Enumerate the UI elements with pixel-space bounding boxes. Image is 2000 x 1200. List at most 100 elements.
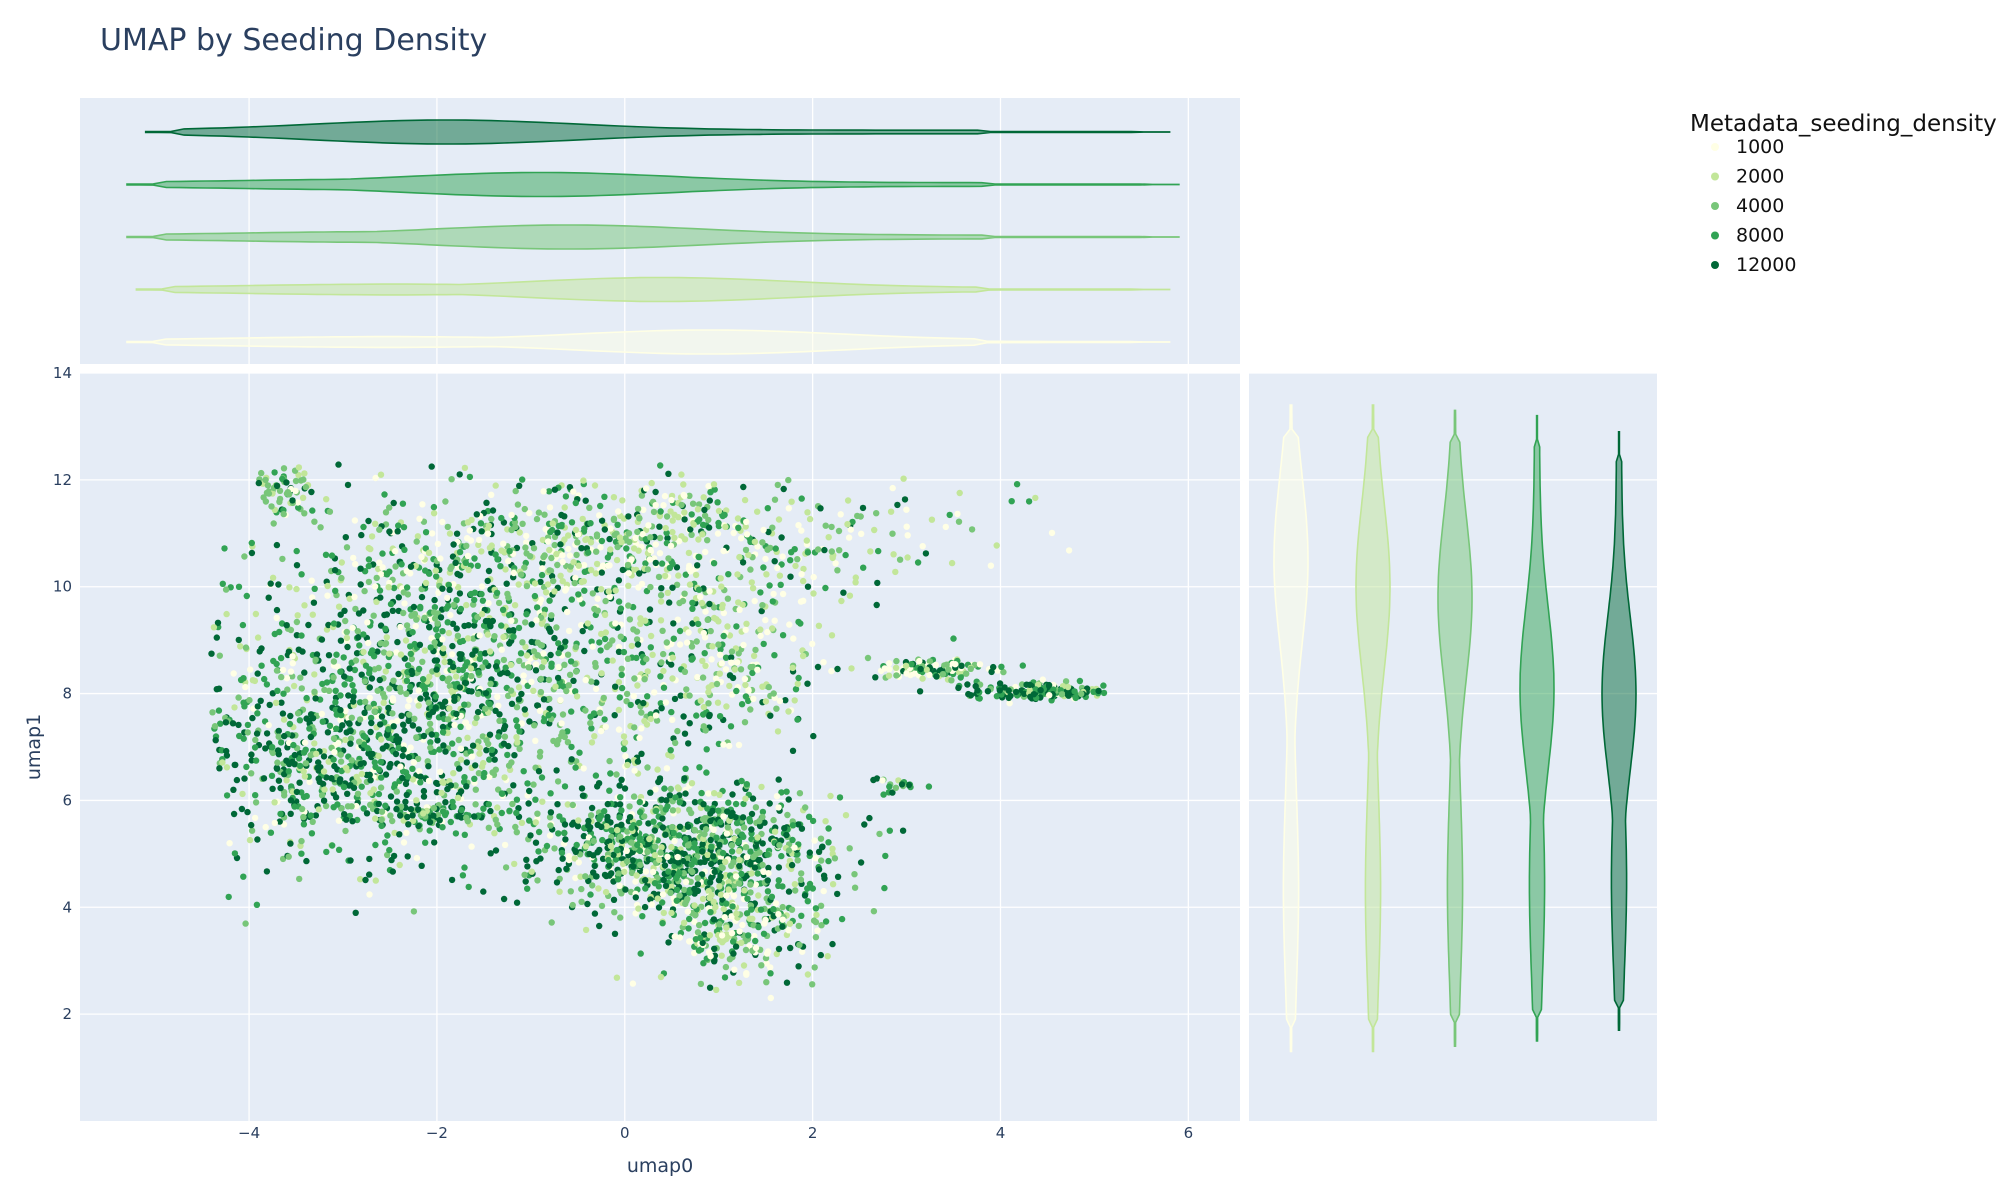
scatter-point [427, 644, 434, 651]
scatter-point [728, 659, 735, 666]
scatter-point [757, 632, 764, 640]
scatter-point [706, 497, 713, 504]
scatter-point [798, 912, 805, 919]
scatter-point [446, 705, 453, 712]
scatter-point [235, 721, 242, 729]
scatter-point [426, 623, 433, 631]
scatter-point [708, 656, 715, 663]
scatter-point [671, 933, 678, 940]
scatter-point [486, 544, 494, 552]
scatter-point [408, 655, 415, 663]
scatter-point [479, 597, 487, 604]
scatter-point [1058, 691, 1066, 698]
scatter-point [736, 856, 743, 864]
scatter-point [594, 595, 601, 602]
scatter-point [699, 816, 707, 823]
scatter-point [663, 639, 670, 646]
scatter-point [382, 668, 389, 675]
scatter-point [513, 704, 521, 711]
scatter-point [337, 706, 344, 714]
scatter-point [671, 837, 678, 845]
chart-title: UMAP by Seeding Density [100, 23, 487, 58]
scatter-point [558, 732, 565, 739]
scatter-point [716, 841, 723, 849]
scatter-point [638, 750, 645, 757]
scatter-point [661, 785, 668, 792]
scatter-point [541, 606, 549, 613]
scatter-point [320, 753, 328, 760]
scatter-point [248, 827, 256, 834]
scatter-point [269, 785, 276, 792]
scatter-point [320, 797, 328, 804]
scatter-point [413, 854, 421, 862]
scatter-point [625, 602, 632, 609]
scatter-point [290, 682, 298, 690]
scatter-point [268, 503, 275, 510]
scatter-point [501, 733, 509, 740]
y-tick-label: 6 [62, 791, 72, 809]
scatter-point [725, 571, 732, 578]
scatter-point [564, 739, 572, 746]
scatter-point [489, 507, 497, 514]
scatter-point [537, 675, 545, 683]
scatter-point [366, 666, 373, 673]
scatter-point [710, 853, 717, 860]
scatter-point [334, 801, 341, 808]
y-marginal-violins [1273, 404, 1637, 1053]
scatter-point [778, 852, 785, 860]
scatter-point [669, 807, 677, 814]
scatter-point [528, 638, 535, 646]
scatter-point [338, 574, 345, 582]
scatter-point [573, 551, 580, 559]
scatter-point [736, 553, 743, 561]
scatter-point [561, 783, 569, 790]
scatter-point [570, 677, 577, 684]
scatter-point [701, 506, 708, 514]
scatter-point [539, 565, 546, 572]
scatter-point [694, 881, 702, 888]
scatter-point [370, 653, 378, 660]
scatter-point [401, 600, 408, 607]
scatter-point [420, 810, 427, 817]
scatter-point [706, 984, 714, 991]
scatter-point [448, 476, 455, 483]
scatter-point [675, 514, 682, 521]
scatter-point [615, 678, 623, 686]
scatter-point [347, 782, 354, 789]
scatter-point [778, 534, 785, 541]
scatter-point [634, 841, 641, 849]
scatter-point [731, 966, 738, 973]
scatter-point [581, 587, 588, 594]
scatter-point [796, 941, 803, 949]
scatter-point [574, 823, 582, 830]
scatter-point [393, 736, 400, 744]
scatter-point [743, 970, 750, 977]
scatter-point [593, 533, 601, 540]
scatter-point [691, 902, 698, 909]
scatter-point [559, 855, 566, 862]
scatter-point [684, 842, 692, 849]
scatter-point [555, 830, 562, 837]
scatter-point [768, 893, 776, 900]
scatter-point [669, 584, 676, 591]
scatter-point [683, 686, 690, 693]
scatter-point [730, 529, 737, 537]
scatter-point [466, 473, 474, 481]
scatter-point [619, 566, 626, 574]
scatter-point [241, 775, 248, 782]
scatter-point [298, 837, 305, 845]
scatter-point [568, 756, 575, 763]
scatter-point [655, 904, 663, 911]
scatter-point [454, 570, 461, 578]
scatter-point [722, 666, 730, 673]
scatter-point [618, 776, 625, 783]
scatter-point [335, 461, 342, 468]
scatter-point [482, 705, 489, 712]
scatter-point [703, 769, 710, 776]
scatter-point [636, 515, 643, 522]
scatter-point [680, 481, 687, 488]
scatter-point [454, 794, 462, 801]
scatter-point [386, 685, 393, 692]
scatter-point [1071, 688, 1078, 695]
scatter-point [592, 685, 600, 693]
